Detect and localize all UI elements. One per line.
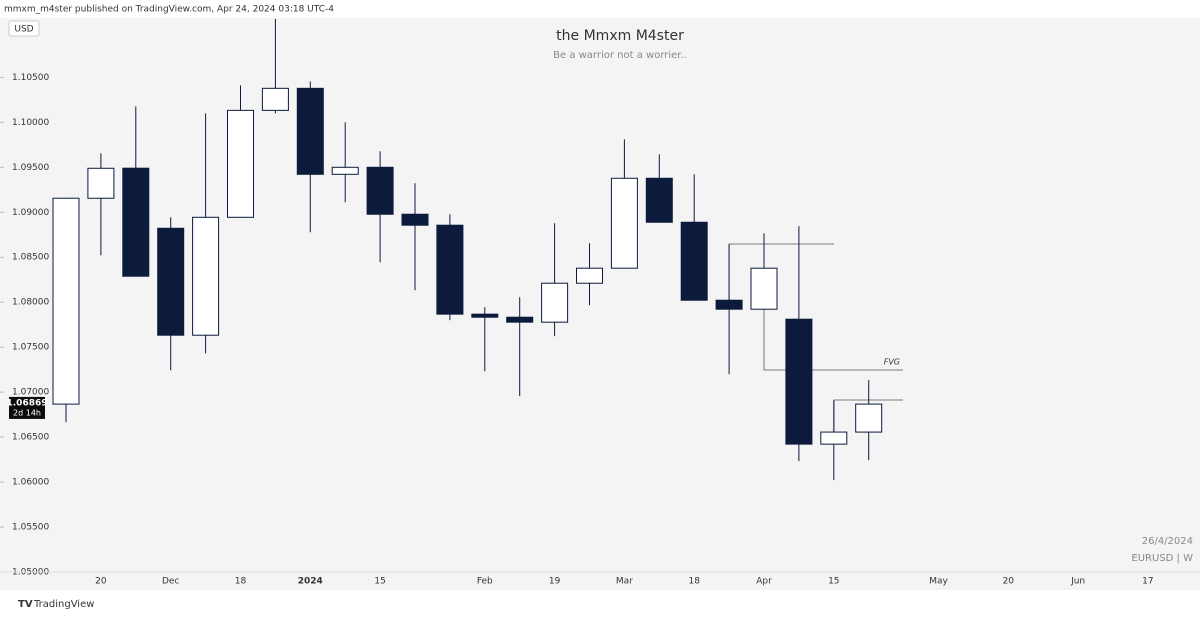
y-tick-label: 1.09500 bbox=[12, 163, 49, 173]
candle-body bbox=[296, 87, 324, 175]
price-tag-label: 1.06869 bbox=[7, 398, 48, 408]
countdown-label: 2d 14h bbox=[13, 408, 41, 417]
y-tick-label: 1.06500 bbox=[12, 433, 49, 443]
candle-body bbox=[331, 166, 359, 175]
y-tick-label: 1.07500 bbox=[12, 343, 49, 353]
x-tick-label: 20 bbox=[1003, 577, 1015, 587]
candle-body bbox=[506, 316, 534, 323]
footer-logo: TradingView bbox=[33, 599, 94, 610]
candle-body bbox=[855, 403, 883, 433]
candle-body bbox=[87, 167, 115, 199]
x-tick-label: 18 bbox=[688, 577, 700, 587]
candle-body bbox=[820, 431, 848, 445]
y-tick-label: 1.10000 bbox=[12, 118, 49, 128]
candle-body bbox=[227, 109, 254, 218]
candle-body bbox=[610, 177, 638, 269]
currency: USD bbox=[14, 25, 33, 35]
candle-body bbox=[157, 227, 185, 336]
candle-body bbox=[680, 221, 708, 301]
candle-body bbox=[261, 87, 289, 111]
candle-body bbox=[122, 167, 150, 277]
date-label: 26/4/2024 bbox=[1142, 536, 1193, 547]
fvg-line bbox=[763, 309, 903, 371]
candle-body bbox=[645, 177, 673, 223]
annotation: FVG bbox=[884, 358, 900, 367]
x-tick-label: May bbox=[929, 577, 948, 587]
candle-body bbox=[576, 267, 603, 284]
x-tick-label: 15 bbox=[374, 577, 385, 587]
y-tick-label: 1.05000 bbox=[12, 568, 49, 578]
y-tick-label: 1.06000 bbox=[12, 478, 49, 488]
x-tick-label: 2024 bbox=[298, 577, 323, 587]
y-tick-label: 1.08500 bbox=[12, 253, 49, 263]
header-text: mmxm_m4ster published on TradingView.com… bbox=[4, 5, 334, 15]
candle-body bbox=[192, 216, 220, 336]
candle-body bbox=[401, 213, 429, 226]
chart-title: the Mmxm M4ster bbox=[556, 28, 684, 44]
x-tick-label: 18 bbox=[235, 577, 247, 587]
x-tick-label: 17 bbox=[1142, 577, 1153, 587]
x-tick-label: Feb bbox=[477, 577, 493, 587]
x-tick-label: Jun bbox=[1070, 577, 1085, 587]
price-tag bbox=[9, 396, 45, 419]
x-tick-label: 20 bbox=[95, 577, 107, 587]
x-tick-label: Dec bbox=[162, 577, 179, 587]
x-tick-label: 15 bbox=[828, 577, 839, 587]
x-tick-label: Apr bbox=[756, 577, 772, 587]
candle-body bbox=[436, 224, 464, 315]
x-tick-label: Mar bbox=[616, 577, 633, 587]
candle-body bbox=[750, 267, 778, 310]
currency-box bbox=[8, 20, 40, 37]
candle-body bbox=[52, 197, 80, 405]
y-tick-label: 1.10500 bbox=[12, 73, 49, 83]
footer-logo-mark: TV bbox=[18, 599, 33, 610]
symbol-label: EURUSD | W bbox=[1131, 553, 1193, 564]
x-tick-label: 19 bbox=[549, 577, 561, 587]
candle-body bbox=[366, 166, 394, 215]
candle-body bbox=[471, 313, 499, 318]
candle-body bbox=[715, 299, 743, 310]
y-tick-label: 1.08000 bbox=[12, 298, 49, 308]
y-tick-label: 1.09000 bbox=[12, 208, 49, 218]
candle-body bbox=[541, 282, 569, 323]
y-tick-label: 1.07000 bbox=[12, 388, 49, 398]
candle-body bbox=[785, 318, 813, 445]
y-tick-label: 1.05500 bbox=[12, 523, 49, 533]
chart-subtitle: Be a warrior not a worrier.. bbox=[553, 50, 687, 61]
